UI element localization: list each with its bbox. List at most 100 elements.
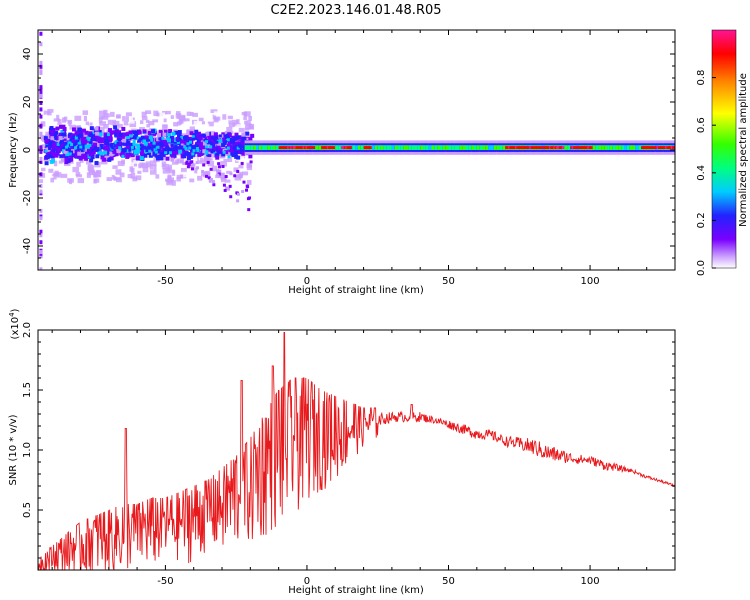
heatmap-cell (39, 93, 43, 98)
heatmap-cell (132, 139, 136, 143)
heatmap-cell (107, 157, 112, 162)
heatmap-cell (179, 160, 183, 164)
heatmap-cell (423, 145, 427, 150)
heatmap-cell (171, 180, 176, 186)
heatmap-cell (43, 136, 48, 141)
heatmap-cell (207, 176, 211, 180)
heatmap-cell (163, 129, 168, 134)
heatmap-cell (141, 111, 147, 118)
heatmap-cell (128, 148, 132, 152)
heatmap-cell (58, 132, 63, 137)
heatmap-cell (188, 154, 193, 159)
heatmap-cell (81, 167, 86, 172)
heatmap-cell (666, 146, 670, 150)
heatmap-cell (62, 136, 67, 141)
heatmap-cell (39, 240, 43, 245)
heatmap-cell (51, 174, 57, 180)
snr-line-area (38, 331, 675, 570)
heatmap-cell (79, 145, 83, 149)
heatmap-cell (182, 154, 187, 159)
heatmap-cell (40, 111, 47, 117)
heatmap-cell (196, 131, 201, 136)
heatmap-cell (79, 130, 84, 135)
heatmap-cell (321, 146, 324, 150)
heatmap-cell (509, 146, 512, 150)
heatmap-cell (101, 137, 106, 142)
heatmap-cell (248, 115, 252, 121)
heatmap-cell (658, 146, 661, 150)
heatmap-cell (270, 145, 274, 150)
heatmap-cell (39, 145, 43, 150)
heatmap-cell (178, 118, 184, 124)
heatmap-cell (331, 146, 334, 150)
heatmap-cell (128, 133, 133, 138)
heatmap-cell (284, 146, 287, 150)
heatmap-cell (75, 172, 81, 177)
heatmap-cell (125, 135, 130, 140)
heatmap-cell (138, 165, 142, 169)
heatmap-cell (194, 143, 199, 148)
heatmap-cell (189, 126, 195, 133)
heatmap-cell (397, 145, 401, 150)
heatmap-cell (223, 158, 229, 162)
heatmap-cell (201, 169, 205, 173)
heatmap-cell (150, 133, 156, 139)
snr-x-axis-label: Height of straight line (km) (288, 585, 424, 596)
heatmap-cell (85, 121, 90, 125)
heatmap-cell (245, 188, 249, 192)
heatmap-cell (115, 177, 122, 183)
heatmap-cell (235, 150, 239, 154)
heatmap-cell (162, 132, 167, 137)
heatmap-cell (411, 145, 415, 150)
heatmap-cell (659, 146, 662, 150)
heatmap-cell (176, 139, 180, 143)
x-tick-label: 0 (304, 276, 310, 287)
heatmap-cell (246, 134, 252, 138)
heatmap-cell (86, 145, 90, 149)
heatmap-cell (152, 119, 159, 123)
heatmap-cell (211, 165, 218, 172)
heatmap-cell (164, 151, 168, 155)
heatmap-cell (148, 153, 153, 158)
heatmap-cell (168, 147, 173, 152)
heatmap-cell (74, 115, 82, 121)
heatmap-cell (136, 146, 140, 150)
heatmap-cell (417, 145, 421, 150)
heatmap-cell (179, 174, 187, 179)
heatmap-cell (191, 152, 195, 156)
heatmap-cell (400, 145, 404, 150)
heatmap-cell (189, 131, 194, 136)
heatmap-cell (138, 162, 145, 167)
heatmap-cell (171, 131, 176, 136)
heatmap-cell (183, 172, 189, 178)
heatmap-cell (134, 143, 138, 147)
heatmap-cell (285, 146, 289, 150)
heatmap-cell (147, 141, 152, 146)
heatmap-cell (50, 175, 54, 180)
heatmap-cell (88, 152, 93, 157)
heatmap-cell (377, 145, 381, 150)
heatmap-cell (227, 187, 231, 191)
heatmap-cell (139, 127, 145, 133)
heatmap-cell (55, 126, 60, 131)
heatmap-cell (195, 147, 199, 151)
heatmap-cell (238, 143, 242, 147)
heatmap-cell (39, 229, 43, 234)
heatmap-cell (160, 143, 164, 147)
heatmap-cell (109, 151, 114, 156)
colorbar-tick-label: 0.4 (696, 165, 707, 181)
heatmap-cell (650, 146, 654, 150)
heatmap-cell (557, 146, 561, 150)
heatmap-cell (101, 115, 109, 120)
heatmap-cell (660, 146, 664, 150)
heatmap-cell (178, 137, 182, 141)
heatmap-cell (510, 146, 514, 150)
heatmap-cell (550, 146, 553, 150)
heatmap-cell (117, 141, 122, 146)
heatmap-cell (237, 110, 242, 115)
heatmap-cell (58, 160, 63, 164)
heatmap-cell (220, 176, 227, 180)
heatmap-cell (604, 145, 608, 150)
heatmap-cell (541, 146, 545, 150)
